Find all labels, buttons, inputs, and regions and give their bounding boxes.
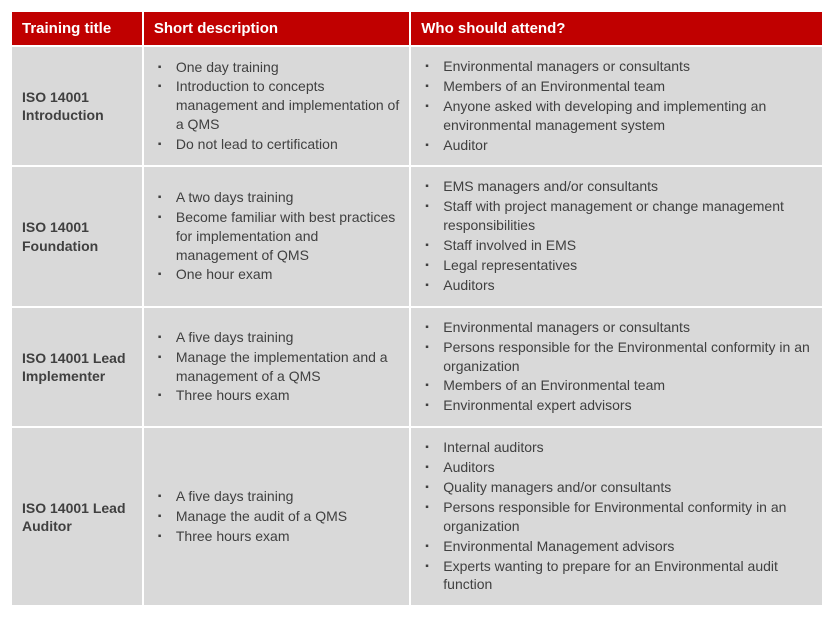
attendees-list: Environmental managers or consultantsMem… bbox=[421, 57, 812, 155]
list-item: Environmental expert advisors bbox=[443, 396, 812, 416]
header-training-title: Training title bbox=[11, 11, 143, 46]
list-item: Legal representatives bbox=[443, 256, 812, 276]
training-title-cell: ISO 14001 Lead Implementer bbox=[11, 307, 143, 427]
description-list: A five days trainingManage the implement… bbox=[154, 328, 399, 407]
attendees-cell: Environmental managers or consultantsMem… bbox=[410, 46, 823, 166]
list-item: Environmental managers or consultants bbox=[443, 318, 812, 338]
table-row: ISO 14001 Foundation A two days training… bbox=[11, 166, 823, 306]
table-row: ISO 14001 Lead Auditor A five days train… bbox=[11, 427, 823, 606]
list-item: Auditors bbox=[443, 458, 812, 478]
training-table: Training title Short description Who sho… bbox=[10, 10, 824, 607]
list-item: One day training bbox=[176, 58, 399, 78]
attendees-list: Internal auditorsAuditorsQuality manager… bbox=[421, 438, 812, 595]
description-cell: A two days trainingBecome familiar with … bbox=[143, 166, 410, 306]
list-item: Three hours exam bbox=[176, 527, 399, 547]
list-item: Manage the audit of a QMS bbox=[176, 507, 399, 527]
list-item: One hour exam bbox=[176, 265, 399, 285]
list-item: Environmental Management advisors bbox=[443, 537, 812, 557]
attendees-list: Environmental managers or consultantsPer… bbox=[421, 318, 812, 416]
attendees-cell: EMS managers and/or consultantsStaff wit… bbox=[410, 166, 823, 306]
list-item: Auditor bbox=[443, 136, 812, 156]
list-item: Staff involved in EMS bbox=[443, 236, 812, 256]
description-cell: A five days trainingManage the audit of … bbox=[143, 427, 410, 606]
list-item: Manage the implementation and a manageme… bbox=[176, 348, 399, 387]
list-item: Members of an Environmental team bbox=[443, 77, 812, 97]
list-item: Persons responsible for Environmental co… bbox=[443, 498, 812, 537]
description-list: A five days trainingManage the audit of … bbox=[154, 487, 399, 547]
list-item: Quality managers and/or consultants bbox=[443, 478, 812, 498]
training-title-text: ISO 14001 Lead Auditor bbox=[22, 499, 132, 535]
training-title-cell: ISO 14001 Lead Auditor bbox=[11, 427, 143, 606]
training-title-text: ISO 14001 Foundation bbox=[22, 218, 132, 254]
list-item: A two days training bbox=[176, 188, 399, 208]
description-list: A two days trainingBecome familiar with … bbox=[154, 188, 399, 285]
training-title-cell: ISO 14001 Foundation bbox=[11, 166, 143, 306]
list-item: Do not lead to certification bbox=[176, 135, 399, 155]
description-list: One day trainingIntroduction to concepts… bbox=[154, 58, 399, 155]
header-who-should-attend: Who should attend? bbox=[410, 11, 823, 46]
list-item: Staff with project management or change … bbox=[443, 197, 812, 236]
list-item: Environmental managers or consultants bbox=[443, 57, 812, 77]
attendees-cell: Internal auditorsAuditorsQuality manager… bbox=[410, 427, 823, 606]
training-title-text: ISO 14001 Lead Implementer bbox=[22, 349, 132, 385]
header-short-description: Short description bbox=[143, 11, 410, 46]
list-item: Experts wanting to prepare for an Enviro… bbox=[443, 557, 812, 596]
table-row: ISO 14001 Lead Implementer A five days t… bbox=[11, 307, 823, 427]
list-item: A five days training bbox=[176, 487, 399, 507]
table-row: ISO 14001 Introduction One day trainingI… bbox=[11, 46, 823, 166]
training-title-cell: ISO 14001 Introduction bbox=[11, 46, 143, 166]
list-item: Internal auditors bbox=[443, 438, 812, 458]
table-header-row: Training title Short description Who sho… bbox=[11, 11, 823, 46]
list-item: A five days training bbox=[176, 328, 399, 348]
list-item: Introduction to concepts management and … bbox=[176, 77, 399, 135]
attendees-list: EMS managers and/or consultantsStaff wit… bbox=[421, 177, 812, 295]
list-item: Members of an Environmental team bbox=[443, 376, 812, 396]
description-cell: One day trainingIntroduction to concepts… bbox=[143, 46, 410, 166]
list-item: Auditors bbox=[443, 276, 812, 296]
attendees-cell: Environmental managers or consultantsPer… bbox=[410, 307, 823, 427]
list-item: Three hours exam bbox=[176, 386, 399, 406]
description-cell: A five days trainingManage the implement… bbox=[143, 307, 410, 427]
training-title-text: ISO 14001 Introduction bbox=[22, 88, 132, 124]
list-item: Anyone asked with developing and impleme… bbox=[443, 97, 812, 136]
list-item: Persons responsible for the Environmenta… bbox=[443, 338, 812, 377]
list-item: Become familiar with best practices for … bbox=[176, 208, 399, 266]
list-item: EMS managers and/or consultants bbox=[443, 177, 812, 197]
